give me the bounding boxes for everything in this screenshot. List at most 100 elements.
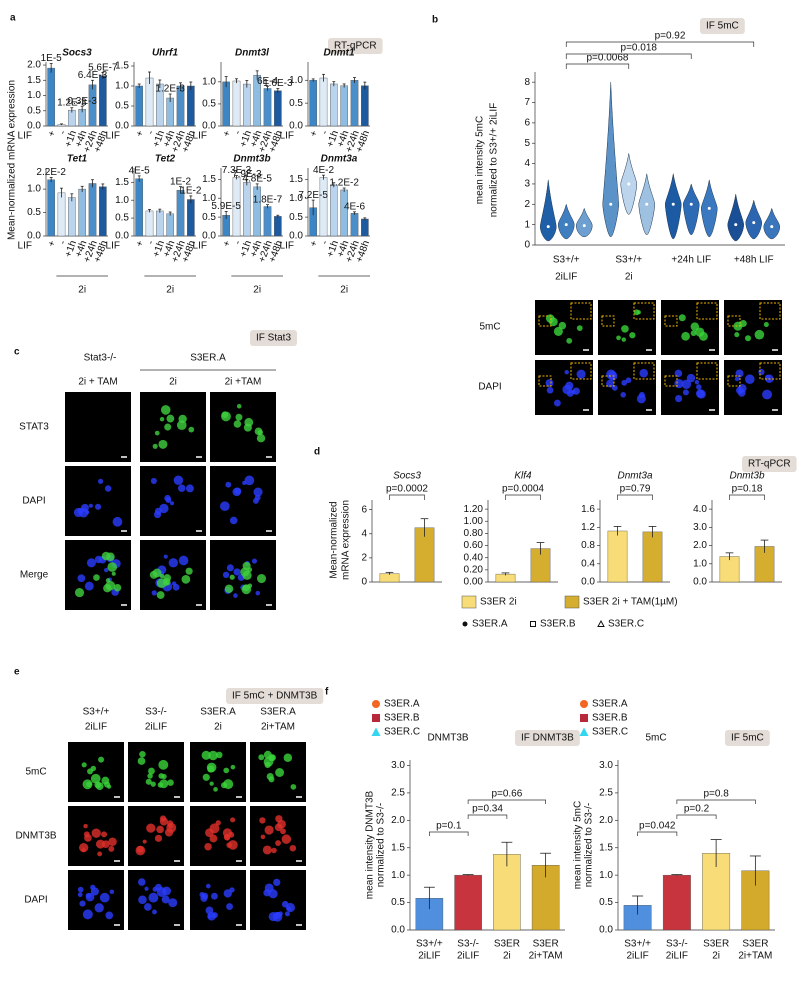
cell <box>168 558 179 568</box>
cell <box>754 329 765 340</box>
column-header: S3ER.A <box>260 707 296 718</box>
p-bracket <box>429 831 469 836</box>
y-tick-label: 2.5 <box>391 788 405 799</box>
cell <box>138 895 147 905</box>
cell <box>145 778 152 785</box>
x-tick-label: S3-/- <box>666 939 688 950</box>
p-value: 7.2E-5 <box>298 190 328 201</box>
legend-marker <box>580 714 588 722</box>
bar <box>263 206 272 237</box>
cell <box>173 475 184 485</box>
legend-marker <box>372 700 380 708</box>
bar <box>243 182 251 237</box>
micrograph <box>598 360 656 415</box>
y-tick-label: 0 <box>524 240 530 251</box>
axis-label: LIF <box>280 131 294 142</box>
cell <box>103 583 112 593</box>
legend-label: S3ER 2i + TAM(1µM) <box>583 597 678 608</box>
cell <box>94 781 101 789</box>
category-label: - <box>232 129 243 136</box>
cell <box>620 392 626 398</box>
cell <box>257 429 263 436</box>
group-label: 2i <box>340 285 348 296</box>
cell <box>144 886 149 891</box>
p-bracket <box>467 799 546 804</box>
p-bracket <box>467 814 508 819</box>
cell <box>90 773 101 784</box>
p-value: 1.2E-3 <box>57 97 87 108</box>
bar <box>166 97 174 127</box>
y-tick-label: 2.0 <box>599 815 613 826</box>
y-tick-label: 1.0 <box>202 77 216 88</box>
cell <box>201 750 211 760</box>
y-axis-label: normalized to S3-/- <box>584 803 595 887</box>
bar <box>232 80 241 127</box>
y-tick-label: 1.0 <box>693 558 707 569</box>
cell <box>113 583 122 592</box>
method-tag-label: IF Stat3 <box>256 333 291 344</box>
micrograph <box>661 360 719 415</box>
cell <box>283 753 293 763</box>
panel-title: Dnmt3b <box>729 471 764 482</box>
row-label: DAPI <box>478 382 501 393</box>
p-value: p=0.79 <box>620 484 651 495</box>
inset-box <box>696 362 718 380</box>
method-tag-label: IF 5mC + DNMT3B <box>232 691 318 702</box>
axis-label: LIF <box>106 131 120 142</box>
cell <box>150 477 157 484</box>
y-tick-label: 0.5 <box>202 212 216 223</box>
p-value: 1E-5 <box>41 53 63 64</box>
p-value: 1.8E-7 <box>253 194 283 205</box>
legend-label: S3ER.C <box>384 727 420 738</box>
row-label: DNMT3B <box>15 831 56 842</box>
inset-box <box>633 362 655 380</box>
cell <box>77 886 84 893</box>
p-bracket <box>389 494 425 500</box>
cell <box>638 391 645 398</box>
cell <box>159 815 167 822</box>
legend-marker <box>371 727 381 736</box>
cell <box>247 567 253 573</box>
violin <box>539 179 557 242</box>
p-bracket <box>617 494 653 500</box>
y-tick-label: 0.0 <box>115 231 129 242</box>
cell <box>269 756 274 762</box>
y-tick-label: 0.5 <box>115 213 129 224</box>
bar <box>340 85 348 127</box>
panel-title: Socs3 <box>393 471 421 482</box>
cell <box>85 892 95 902</box>
legend-marker <box>597 619 605 627</box>
y-tick-label: 1.2 <box>581 522 595 533</box>
x-tick-label: 2iLIF <box>555 272 577 283</box>
micrograph <box>250 806 306 866</box>
cell <box>625 377 632 384</box>
category-label: - <box>57 129 68 136</box>
p-value: p=0.0002 <box>386 484 428 495</box>
cell <box>79 900 86 907</box>
panel-title: Klf4 <box>514 471 532 482</box>
cell <box>185 567 193 575</box>
cell <box>211 892 218 900</box>
column-header: 2i <box>214 722 222 733</box>
cell <box>745 335 752 342</box>
zoom-box <box>727 315 741 327</box>
column-label: 2i <box>169 377 177 388</box>
cell <box>243 423 252 432</box>
bar <box>47 67 55 127</box>
cell <box>81 848 86 853</box>
category-label: - <box>145 129 156 136</box>
median <box>582 224 586 228</box>
cell <box>207 765 215 773</box>
y-tick-label: 0.00 <box>464 577 484 588</box>
p-value: 1.2E-3 <box>155 84 185 95</box>
p-bracket <box>565 63 630 69</box>
cell <box>281 834 292 844</box>
micrograph <box>210 466 276 536</box>
panel-title: Tet1 <box>67 154 88 165</box>
y-tick-label: 3.0 <box>391 760 405 771</box>
cell <box>177 484 186 492</box>
cell <box>83 823 88 829</box>
legend-label: S3ER.B <box>384 713 420 724</box>
cell <box>264 883 274 893</box>
cell <box>209 823 220 834</box>
